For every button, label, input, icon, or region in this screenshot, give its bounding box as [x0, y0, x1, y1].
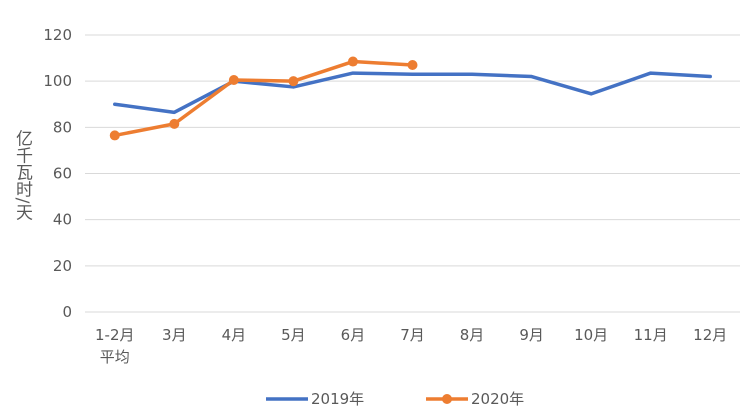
y-tick-label: 120: [43, 26, 72, 44]
x-tick-label: 6月: [341, 326, 366, 344]
data-point: [347, 56, 358, 67]
data-point: [407, 60, 418, 71]
data-point: [169, 118, 180, 129]
x-tick-label: 7月: [400, 326, 425, 344]
series-line: [113, 71, 712, 115]
legend-marker: [442, 394, 452, 404]
legend-label: 2020年: [471, 390, 524, 408]
data-point: [109, 130, 120, 141]
x-tick-label: 1-2月平均: [95, 326, 135, 366]
x-tick-label: 11月: [634, 326, 668, 344]
x-axis-ticks: 1-2月平均 3月 4月 5月 6月 7月 8月 9月 10月 11月 12月: [95, 326, 727, 366]
legend-label: 2019年: [311, 390, 364, 408]
x-tick-label: 5月: [281, 326, 306, 344]
y-tick-label: 20: [53, 257, 72, 275]
y-axis-label: 亿千瓦时/天: [12, 130, 33, 221]
series-0: [113, 71, 712, 115]
x-tick-label: 9月: [519, 326, 544, 344]
series-1: [109, 56, 418, 141]
data-point: [288, 76, 299, 87]
x-tick-label: 8月: [460, 326, 485, 344]
y-tick-label: 60: [53, 165, 72, 183]
y-tick-label: 40: [53, 211, 72, 229]
series-line: [113, 59, 415, 138]
series-lines: [109, 56, 712, 141]
y-tick-label: 100: [43, 72, 72, 90]
legend-item: 2020年: [426, 390, 524, 408]
y-tick-label: 80: [53, 118, 72, 136]
legend-item: 2019年: [266, 390, 364, 408]
y-axis-ticks: 0 20 40 60 80 100 120: [43, 26, 72, 321]
x-tick-label: 4月: [222, 326, 247, 344]
data-point: [228, 75, 239, 86]
legend: 2019年 2020年: [266, 390, 524, 408]
grid-lines: [85, 34, 740, 313]
x-tick-label: 12月: [693, 326, 727, 344]
x-tick-label: 10月: [574, 326, 608, 344]
x-tick-label: 3月: [162, 326, 187, 344]
y-tick-label: 0: [62, 303, 72, 321]
